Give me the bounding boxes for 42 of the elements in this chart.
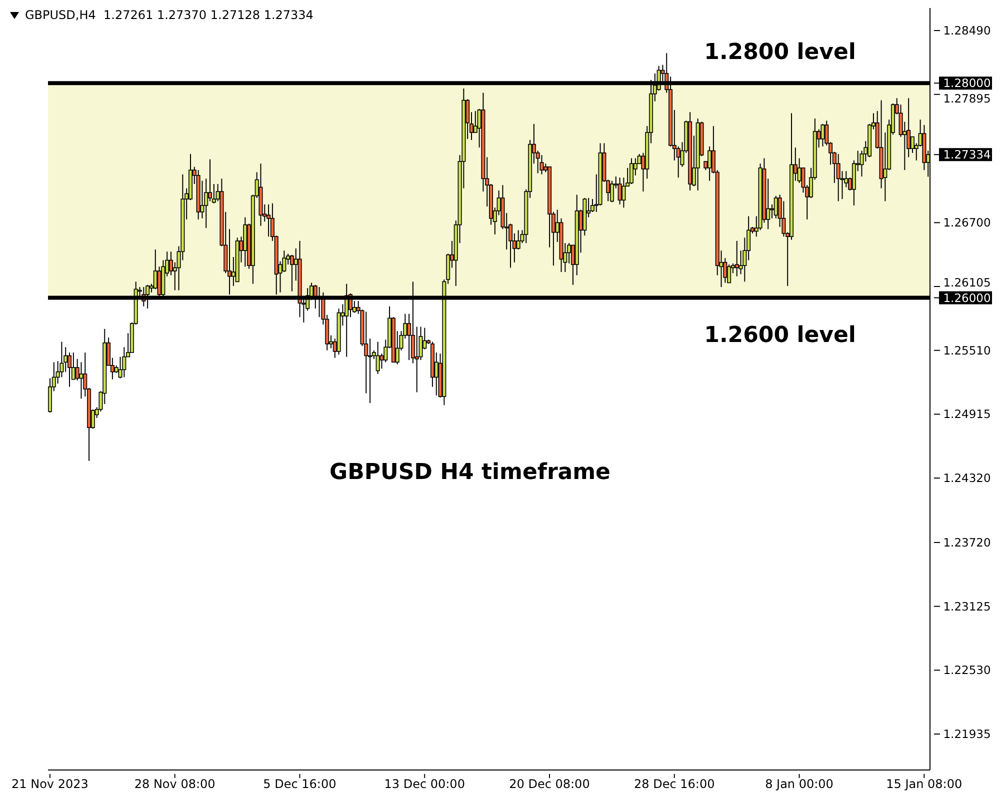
candlestick	[622, 177, 626, 208]
candlestick	[208, 158, 212, 202]
candlestick	[516, 230, 520, 250]
y-tick-label: 1.27334	[943, 148, 991, 162]
x-tick-label: 20 Dec 08:00	[509, 777, 590, 791]
candlestick	[376, 341, 380, 374]
x-tick-label: 8 Jan 00:00	[765, 777, 834, 791]
candlestick	[836, 153, 840, 202]
y-tick-label: 1.21935	[943, 727, 991, 742]
candlestick	[540, 154, 544, 175]
ref-line-label: 1.2800 level	[704, 40, 856, 66]
x-tick-label: 28 Nov 08:00	[134, 777, 216, 791]
candlestick	[79, 362, 84, 400]
y-tick-label: 1.25510	[943, 343, 991, 358]
candlestick	[610, 180, 614, 203]
y-tick-label: 1.23720	[943, 535, 991, 550]
candlestick	[708, 146, 712, 182]
y-tick-label: 1.26700	[943, 216, 991, 230]
x-tick-label: 15 Jan 08:00	[886, 777, 962, 791]
y-tick-label: 1.22530	[943, 663, 991, 678]
x-tick-label: 21 Nov 2023	[12, 777, 88, 791]
candlestick	[734, 240, 739, 277]
y-tick-label: 1.26000	[943, 290, 991, 305]
candlestick	[774, 195, 778, 219]
y-tick-label: 1.24320	[943, 471, 991, 486]
y-tick-label: 1.28000	[943, 76, 991, 90]
y-tick-label: 1.24915	[943, 407, 991, 422]
x-tick-label: 28 Dec 16:00	[634, 777, 715, 791]
x-tick-label: 5 Dec 16:00	[263, 777, 336, 791]
candlestick	[266, 204, 271, 238]
candlestick	[629, 158, 634, 185]
candlestick	[122, 346, 126, 378]
candlestick	[618, 177, 622, 205]
y-tick-label: 1.26105	[943, 276, 991, 290]
annotation: GBPUSD H4 timeframe	[330, 460, 610, 485]
x-tick-label: 13 Dec 00:00	[384, 777, 465, 791]
ref-line-label: 1.2600 level	[704, 322, 856, 348]
chart-title: GBPUSD,H4 1.27261 1.27370 1.27128 1.27334	[25, 8, 314, 22]
y-tick-label: 1.27895	[943, 91, 991, 106]
candlestick	[820, 123, 825, 147]
y-tick-label: 1.23125	[943, 599, 991, 614]
y-tick-label: 1.28490	[943, 24, 991, 38]
